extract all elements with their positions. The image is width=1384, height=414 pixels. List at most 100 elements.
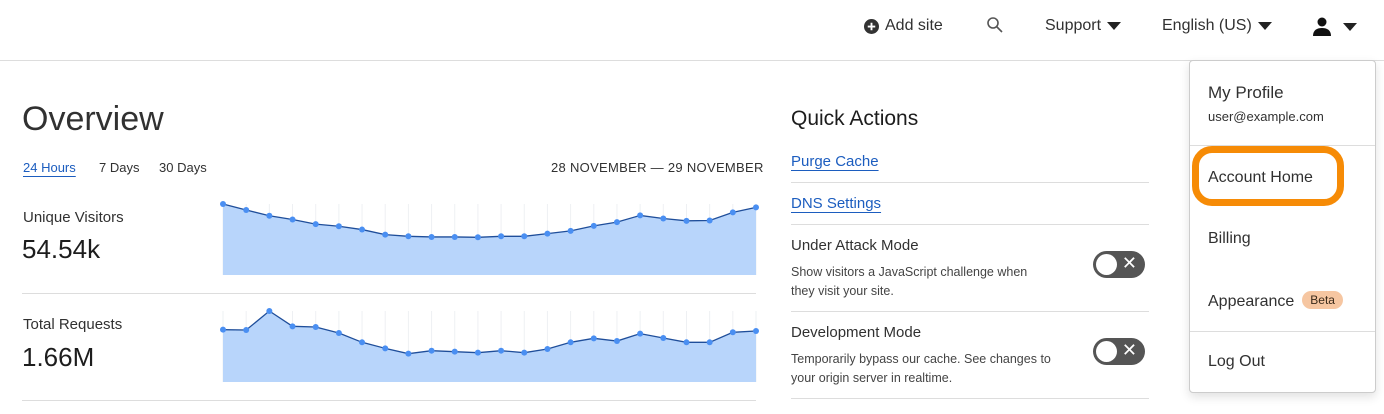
data-point [335, 330, 342, 337]
support-label: Support [1045, 17, 1102, 34]
top-header: Add site Support English (US) [0, 0, 1384, 61]
data-point [590, 335, 597, 342]
toggle-knob [1096, 341, 1117, 362]
caret-down-icon [1107, 22, 1122, 30]
user-email: user@example.com [1208, 109, 1324, 124]
data-point [382, 231, 389, 238]
tab-30-days[interactable]: 30 Days [159, 160, 207, 175]
user-dropdown-menu: My Profile user@example.com Account Home… [1189, 60, 1376, 393]
beta-badge: Beta [1302, 291, 1343, 309]
menu-item-billing[interactable]: Billing [1208, 230, 1251, 247]
dns-settings-link[interactable]: DNS Settings [791, 195, 882, 212]
data-point [521, 233, 528, 240]
series-line [222, 310, 757, 355]
data-point [753, 328, 759, 335]
close-icon: ✕ [1121, 253, 1137, 273]
metric-label: Unique Visitors [23, 209, 124, 226]
data-point [220, 201, 226, 207]
data-point [660, 334, 667, 341]
data-point [521, 349, 528, 356]
under-attack-description: Show visitors a JavaScript challenge whe… [791, 265, 1028, 298]
metric-label: Total Requests [23, 316, 123, 333]
series-line [222, 203, 757, 238]
data-point [474, 349, 481, 356]
data-point [637, 212, 644, 219]
data-point [359, 339, 366, 346]
tab-7-days[interactable]: 7 Days [99, 160, 140, 175]
data-point [706, 339, 713, 346]
menu-item-log-out[interactable]: Log Out [1208, 353, 1265, 370]
under-attack-toggle[interactable]: ✕ [1093, 251, 1145, 278]
divider [22, 293, 756, 294]
data-point [706, 217, 713, 224]
data-point [544, 345, 551, 352]
divider [1190, 145, 1375, 146]
toggle-knob [1096, 254, 1117, 275]
add-site-button[interactable]: Add site [864, 17, 943, 35]
language-label: English (US) [1162, 17, 1252, 34]
metric-value: 1.66M [22, 342, 95, 372]
development-mode-toggle[interactable]: ✕ [1093, 338, 1145, 365]
divider [791, 398, 1149, 399]
date-range: 28 NOVEMBER — 29 NOVEMBER [551, 160, 764, 175]
data-point [683, 217, 690, 224]
appearance-label: Appearance [1208, 293, 1295, 310]
data-point [753, 204, 759, 211]
divider [791, 224, 1149, 225]
data-point [590, 222, 597, 229]
data-point [474, 234, 481, 241]
data-point [335, 223, 342, 230]
data-point [729, 329, 736, 336]
under-attack-title: Under Attack Mode [791, 237, 919, 254]
purge-cache-link[interactable]: Purge Cache [791, 153, 879, 170]
development-mode-title: Development Mode [791, 324, 922, 341]
menu-item-appearance[interactable]: Appearance Beta [1208, 291, 1343, 311]
data-point [660, 215, 667, 222]
data-point [312, 323, 319, 330]
plus-circle-icon [864, 18, 879, 34]
tab-24-hours[interactable]: 24 Hours [23, 160, 76, 175]
account-home-highlight [1192, 146, 1344, 206]
add-site-label: Add site [885, 17, 943, 34]
data-point [428, 233, 435, 240]
data-point [312, 221, 319, 228]
data-point [544, 230, 551, 237]
data-point [266, 308, 273, 314]
data-point [405, 350, 412, 357]
caret-down-icon [1257, 22, 1272, 30]
data-point [613, 219, 620, 226]
page-title: Overview [22, 100, 164, 138]
divider [1190, 331, 1375, 332]
data-point [451, 348, 458, 355]
menu-item-account-home[interactable]: Account Home [1208, 169, 1313, 186]
data-point [428, 347, 435, 354]
data-point [613, 338, 620, 345]
data-point [451, 233, 458, 240]
data-point [266, 212, 273, 219]
data-point [382, 345, 389, 352]
data-point [289, 216, 296, 223]
search-button[interactable] [986, 16, 1004, 34]
divider [791, 182, 1149, 183]
area-fill [223, 204, 756, 275]
data-point [729, 209, 736, 216]
language-dropdown[interactable]: English (US) [1162, 17, 1272, 35]
total-requests-sparkline [220, 308, 759, 382]
menu-item-my-profile[interactable]: My Profile [1208, 83, 1284, 102]
caret-down-icon [1343, 22, 1357, 31]
support-dropdown[interactable]: Support [1045, 17, 1122, 35]
quick-actions-title: Quick Actions [791, 107, 919, 130]
data-point [637, 330, 644, 337]
user-menu-button[interactable] [1313, 17, 1357, 36]
data-point [220, 326, 226, 333]
data-point [567, 227, 574, 234]
data-point [359, 226, 366, 233]
data-point [289, 323, 296, 330]
data-point [243, 327, 250, 334]
area-fill [223, 311, 756, 382]
close-icon: ✕ [1121, 340, 1137, 360]
data-point [243, 207, 250, 214]
data-point [405, 233, 412, 240]
data-point [498, 347, 505, 354]
divider [22, 400, 756, 401]
